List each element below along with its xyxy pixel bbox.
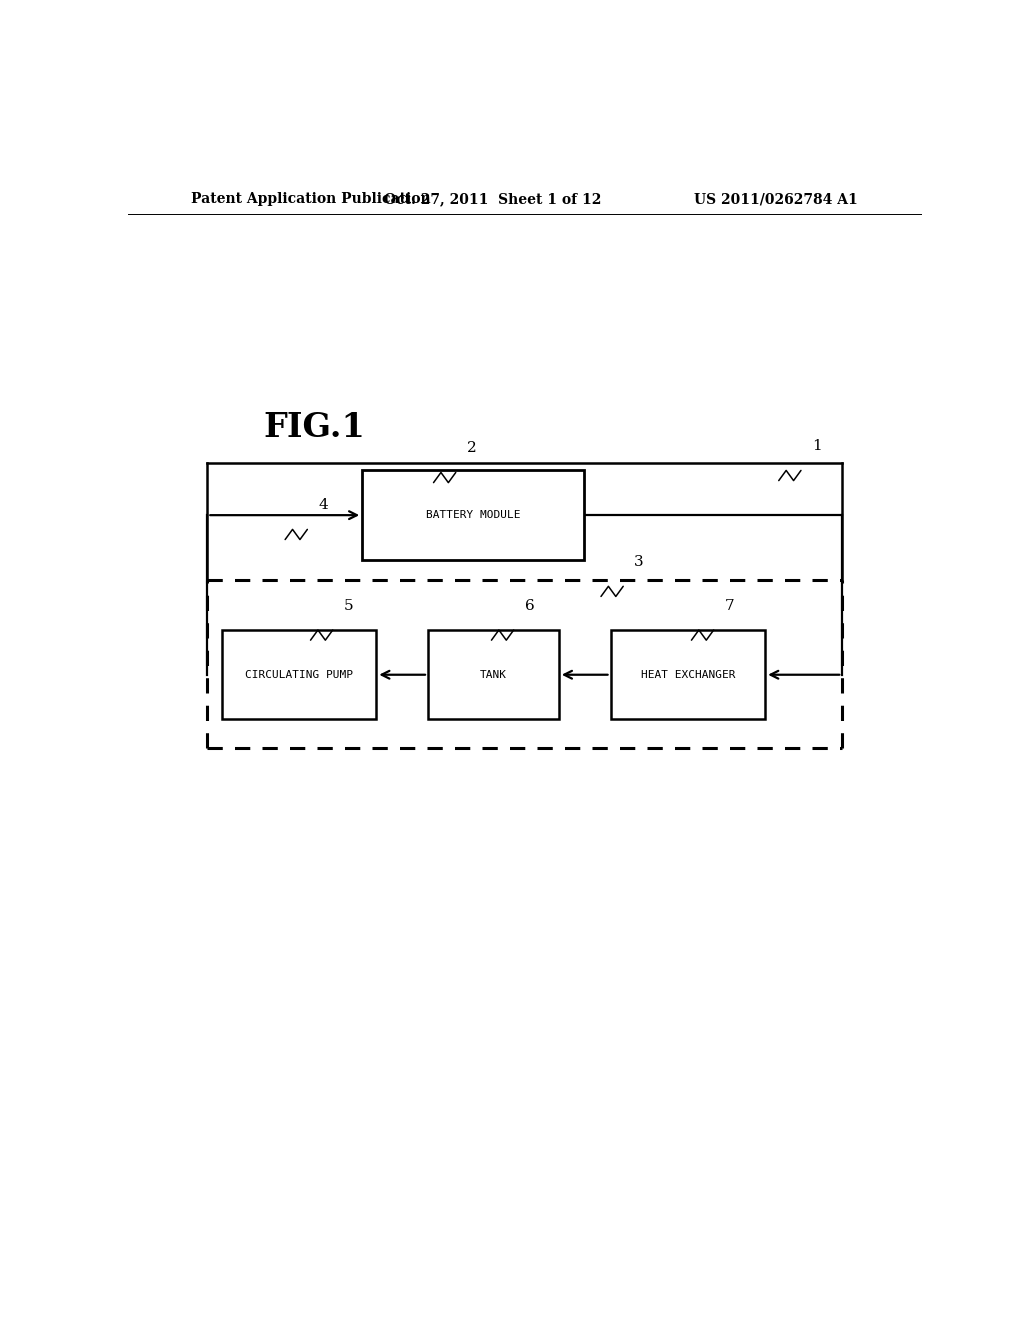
Text: FIG.1: FIG.1 [263, 412, 365, 445]
Text: Oct. 27, 2011  Sheet 1 of 12: Oct. 27, 2011 Sheet 1 of 12 [384, 191, 602, 206]
Text: 1: 1 [812, 440, 822, 453]
Bar [362, 470, 585, 560]
Text: 6: 6 [524, 599, 535, 612]
Text: 7: 7 [725, 599, 734, 612]
Text: US 2011/0262784 A1: US 2011/0262784 A1 [694, 191, 858, 206]
Text: Patent Application Publication: Patent Application Publication [191, 191, 431, 206]
Text: 4: 4 [318, 498, 329, 512]
Text: 2: 2 [467, 441, 476, 455]
Text: BATTERY MODULE: BATTERY MODULE [426, 510, 520, 520]
Bar [610, 630, 765, 719]
Text: 5: 5 [344, 599, 353, 612]
Text: TANK: TANK [480, 669, 507, 680]
Bar [428, 630, 559, 719]
Text: 3: 3 [634, 554, 644, 569]
Bar [221, 630, 377, 719]
Text: HEAT EXCHANGER: HEAT EXCHANGER [641, 669, 735, 680]
Text: CIRCULATING PUMP: CIRCULATING PUMP [245, 669, 353, 680]
